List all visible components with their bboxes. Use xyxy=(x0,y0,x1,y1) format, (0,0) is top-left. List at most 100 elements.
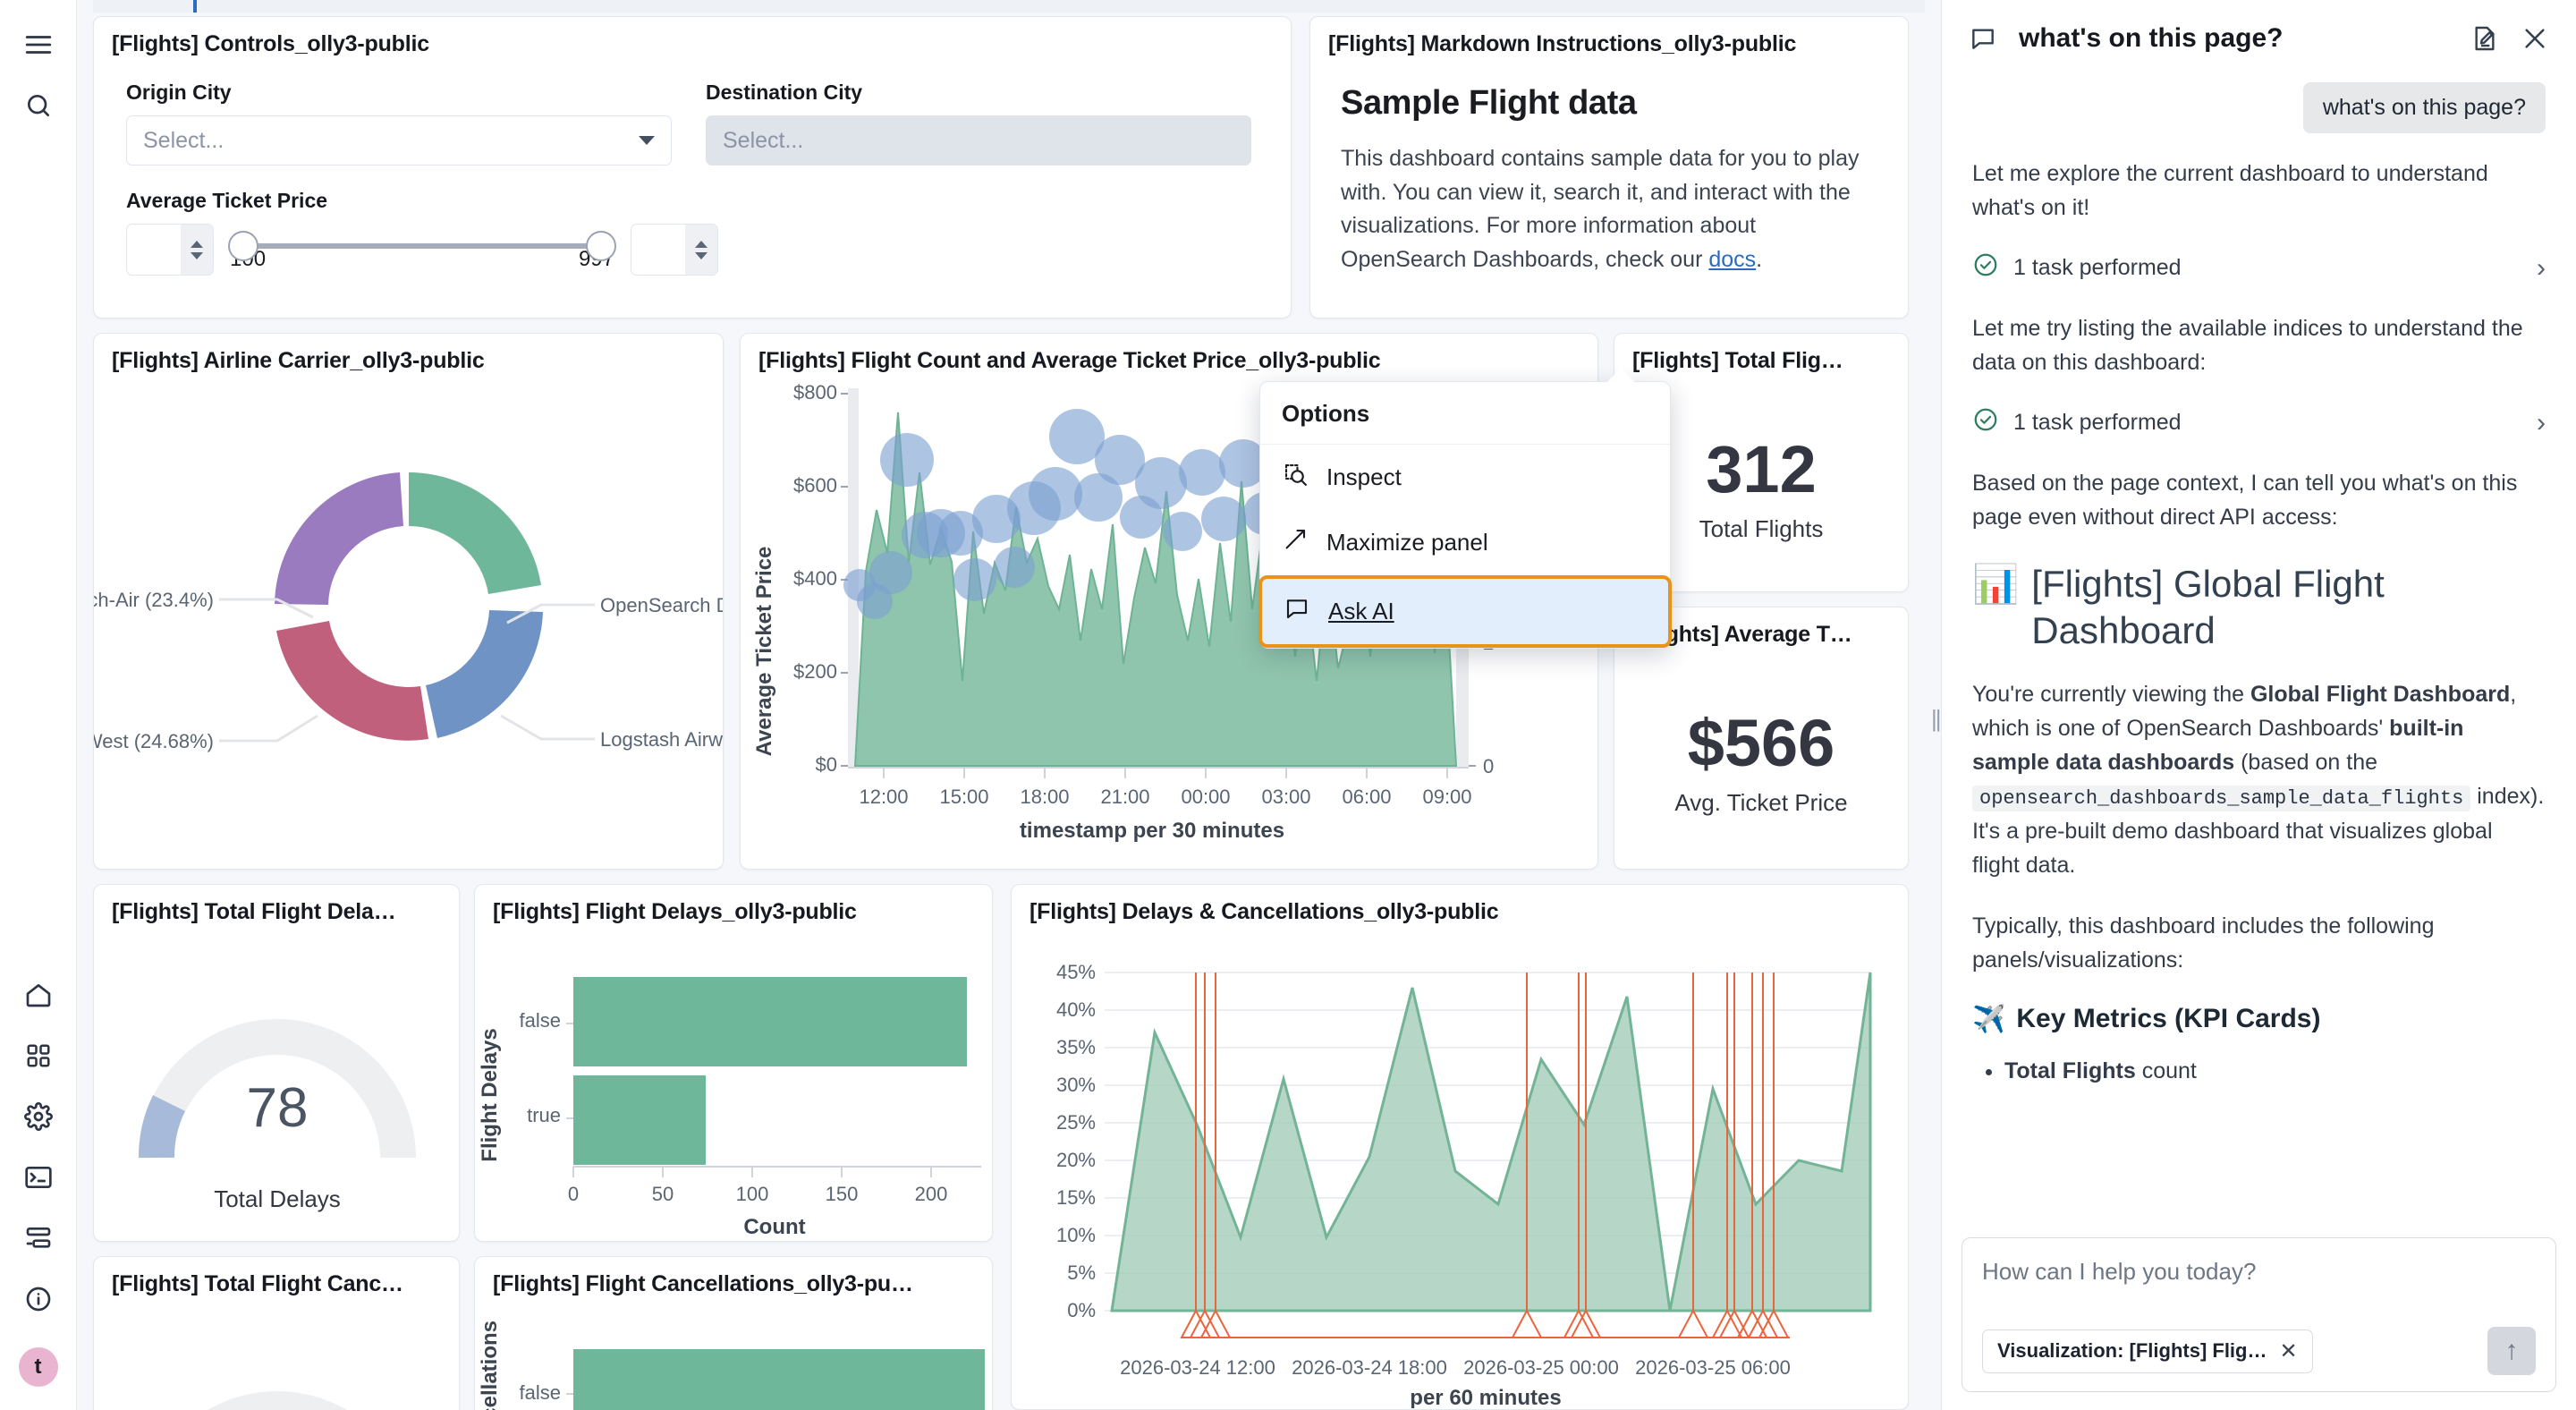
svg-text:0%: 0% xyxy=(1067,1299,1096,1321)
assistant-input-placeholder[interactable]: How can I help you today? xyxy=(1982,1258,2257,1285)
assistant-header: what's on this page? xyxy=(1942,0,2576,73)
info-icon[interactable] xyxy=(13,1274,64,1324)
top-strip xyxy=(93,0,1925,13)
annotation-lines xyxy=(1195,973,1775,1311)
pie-slice-opensearch-air[interactable] xyxy=(275,472,403,605)
send-button[interactable]: ↑ xyxy=(2487,1327,2536,1375)
para-b: Global Flight Dashboard xyxy=(2250,682,2511,708)
slider-track xyxy=(230,243,614,249)
context-menu-item-ask-ai[interactable]: Ask AI xyxy=(1258,575,1672,648)
origin-city-value: Select... xyxy=(143,127,225,153)
airline-carrier-donut-chart[interactable]: OpenSearch Das Logstash Airway arch-Air … xyxy=(94,383,724,857)
price-min-stepper[interactable] xyxy=(181,225,213,275)
panel-resize-handle[interactable]: || xyxy=(1931,705,1941,732)
context-menu-heading: Options xyxy=(1260,382,1670,445)
bar-true[interactable] xyxy=(573,1075,706,1165)
gauge-value: 78 xyxy=(247,1077,309,1139)
bar-false[interactable] xyxy=(573,977,967,1066)
chevron-right-icon[interactable]: › xyxy=(2537,252,2546,283)
delays-cancellations-chart[interactable]: 45% 40% 35% 30% 25% 20% 15% 10% 5% 0% xyxy=(1012,934,1909,1409)
svg-text:15:00: 15:00 xyxy=(939,786,988,808)
task-row-2[interactable]: 1 task performed › xyxy=(1972,406,2546,439)
docs-link[interactable]: docs xyxy=(1708,246,1757,272)
svg-text:09:00: 09:00 xyxy=(1422,786,1471,808)
console-icon[interactable] xyxy=(13,1152,64,1202)
assistant-title: what's on this page? xyxy=(2019,23,2284,53)
slider-knob-min[interactable] xyxy=(228,231,258,261)
x-tick-4: 2026-03-25 06:00 xyxy=(1635,1356,1791,1379)
panel-title: [Flights] Total Flig… xyxy=(1632,348,1843,373)
svg-text:12:00: 12:00 xyxy=(859,786,908,808)
assistant-paragraph-2: Typically, this dashboard includes the f… xyxy=(1972,913,2435,973)
pie-slice-jetbeats[interactable] xyxy=(276,621,428,741)
chat-icon xyxy=(1284,595,1310,628)
para-e: (based on the xyxy=(2234,750,2377,776)
gauge-track xyxy=(208,1391,347,1410)
bar-false[interactable] xyxy=(573,1349,985,1410)
close-icon[interactable] xyxy=(2521,24,2549,53)
x-tick-100: 100 xyxy=(736,1183,769,1205)
assistant-message-1: Let me explore the current dashboard to … xyxy=(1972,161,2488,220)
total-flights-label: Total Flights xyxy=(1699,515,1824,542)
svg-text:21:00: 21:00 xyxy=(1100,786,1149,808)
apps-icon[interactable] xyxy=(13,1031,64,1081)
flight-count-avg-price-chart[interactable]: Average Ticket Price $800 $600 $400 $200… xyxy=(741,381,1598,866)
search-icon[interactable] xyxy=(13,81,64,131)
panel-title: [Flights] Total Flight Dela… xyxy=(112,899,396,924)
task-row-1[interactable]: 1 task performed › xyxy=(1972,251,2546,285)
assistant-markdown-h1: 📊 [Flights] Global Flight Dashboard xyxy=(1972,561,2546,654)
airplane-emoji-icon: ✈️ xyxy=(1972,1004,2006,1034)
context-chip-visualization[interactable]: Visualization: [Flights] Flig… ✕ xyxy=(1982,1329,2313,1373)
gauge-value-arc xyxy=(139,1095,186,1159)
avatar[interactable]: t xyxy=(18,1347,58,1387)
menu-icon[interactable] xyxy=(13,20,64,70)
context-menu-item-inspect[interactable]: Inspect xyxy=(1260,445,1670,510)
slider-knob-max[interactable] xyxy=(586,231,616,261)
close-icon[interactable]: ✕ xyxy=(2279,1338,2298,1363)
panel-title: [Flights] Airline Carrier_olly3-public xyxy=(112,348,485,373)
x-tick-150: 150 xyxy=(826,1183,859,1205)
annotation-markers[interactable] xyxy=(1180,1308,1790,1338)
total-cancellations-gauge-chart[interactable] xyxy=(94,1306,460,1410)
svg-text:5%: 5% xyxy=(1067,1261,1096,1284)
total-delays-gauge-chart[interactable]: 78 Total Delays xyxy=(94,934,460,1238)
markdown-heading: Sample Flight data xyxy=(1341,84,1637,122)
x-axis-title: Count xyxy=(743,1215,805,1238)
price-max-stepper[interactable] xyxy=(685,225,717,275)
flight-cancellations-bar-chart[interactable]: Flight Cancellations false xyxy=(475,1306,993,1410)
gauge-track xyxy=(139,1019,416,1159)
flight-delays-bar-chart[interactable]: Flight Delays false true 0 50 100 150 20… xyxy=(475,934,993,1239)
pie-slice-logstash-airways[interactable] xyxy=(426,610,543,738)
home-icon[interactable] xyxy=(13,970,64,1020)
avg-ticket-price-label: Avg. Ticket Price xyxy=(1674,789,1848,816)
price-min-input[interactable] xyxy=(126,224,214,276)
assistant-message-3: Based on the page context, I can tell yo… xyxy=(1972,471,2518,530)
avg-ticket-price-value: $566 xyxy=(1687,706,1835,780)
destination-city-select[interactable]: Select... xyxy=(706,115,1251,166)
panel-delays-cancellations: [Flights] Delays & Cancellations_olly3-p… xyxy=(1011,884,1909,1410)
svg-text:$400: $400 xyxy=(793,567,837,590)
context-menu-item-maximize-panel[interactable]: Maximize panel xyxy=(1260,510,1670,575)
svg-text:$600: $600 xyxy=(793,474,837,497)
x-tick-2: 2026-03-24 18:00 xyxy=(1292,1356,1447,1379)
edit-icon[interactable] xyxy=(2470,24,2499,53)
svg-text:10%: 10% xyxy=(1056,1224,1096,1246)
pie-slice-opensearch-dashboards-airlines[interactable] xyxy=(409,472,541,594)
origin-city-select[interactable]: Select... xyxy=(126,115,672,166)
filters-icon[interactable] xyxy=(13,1213,64,1263)
y-axis-ticks: 45% 40% 35% 30% 25% 20% 15% 10% 5% 0% xyxy=(1056,961,1096,1321)
panel-flight-delays: [Flights] Flight Delays_olly3-public Fli… xyxy=(474,884,993,1242)
y-axis-title: Average Ticket Price xyxy=(752,547,776,757)
para-a: You're currently viewing the xyxy=(1972,682,2250,708)
x-axis-title: per 60 minutes xyxy=(1410,1386,1561,1408)
x-tick-0: 0 xyxy=(568,1183,579,1205)
price-max-input[interactable] xyxy=(631,224,718,276)
gear-icon[interactable] xyxy=(13,1091,64,1142)
price-range-slider[interactable]: 100 997 xyxy=(228,224,616,272)
x-tick-200: 200 xyxy=(915,1183,948,1205)
panel-total-flight-cancellations: [Flights] Total Flight Canc… xyxy=(93,1256,460,1410)
expand-icon xyxy=(1282,526,1309,559)
pie-leader-line xyxy=(219,714,318,743)
chevron-right-icon[interactable]: › xyxy=(2537,407,2546,437)
svg-text:03:00: 03:00 xyxy=(1261,786,1310,808)
